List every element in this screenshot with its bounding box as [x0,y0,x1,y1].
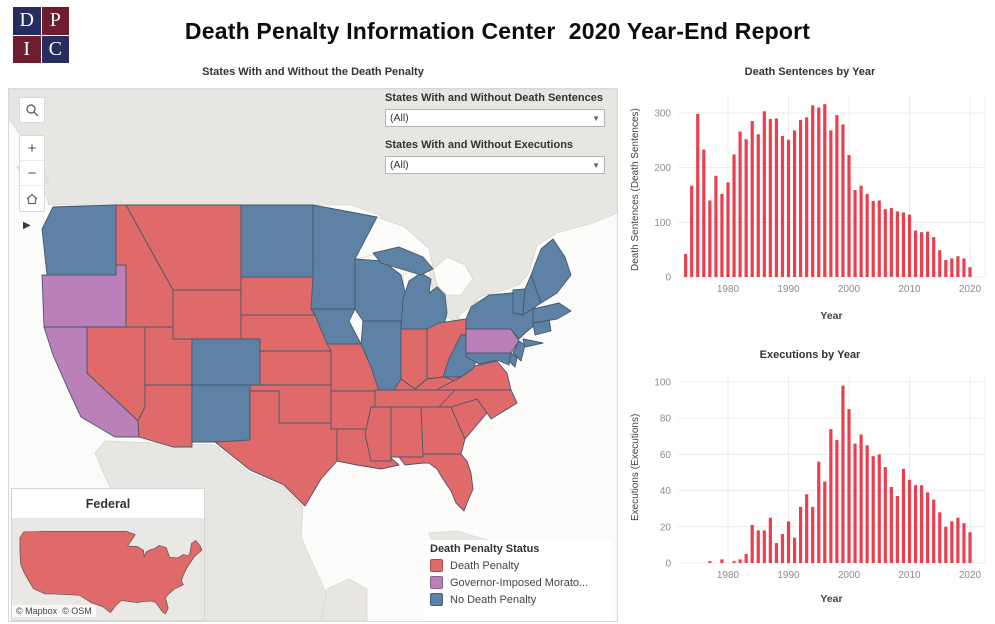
svg-text:2010: 2010 [898,570,921,581]
svg-text:2000: 2000 [838,570,861,581]
svg-text:2020: 2020 [959,284,982,295]
filter-death-sentences-dropdown[interactable]: (All) ▼ [385,109,605,127]
svg-text:1990: 1990 [777,570,800,581]
executions-x-axis-title: Year [820,593,843,605]
federal-us-silhouette[interactable] [12,519,204,619]
svg-text:2010: 2010 [898,284,921,295]
zoom-in-button[interactable]: + [20,136,44,161]
legend-label: No Death Penalty [450,593,537,606]
home-button[interactable] [20,186,44,211]
toolbar-expand-arrow[interactable]: ▶ [23,219,31,231]
map-title: States With and Without the Death Penalt… [202,66,424,78]
logo-letter-d: D [13,7,41,35]
logo-letter-c: C [41,35,69,63]
page-title: Death Penalty Information Center 2020 Ye… [184,18,811,44]
legend-label: Governor-Imposed Morato... [450,576,589,589]
state-shapes[interactable] [41,204,572,512]
filter-death-sentences: States With and Without Death Sentences … [385,92,605,127]
search-icon [26,104,39,117]
svg-text:100: 100 [654,218,671,229]
executions-bar-chart[interactable]: 0 20 40 60 80 100 1980 1990 2000 2010 2020 [628,345,992,587]
logo-letter-p: P [41,7,69,35]
legend-swatch-purple [430,576,443,589]
lake-huron [432,256,474,296]
map-panel: + − ▶ Federal © Mapbox © OSM [8,88,618,622]
svg-text:0: 0 [665,559,671,570]
filter-executions-label: States With and Without Executions [385,139,574,151]
federal-inset-map: Federal © Mapbox © OSM [11,488,205,621]
filter-executions-value: (All) [390,159,409,171]
legend-title: Death Penalty Status [430,543,540,555]
legend-swatch-blue [430,593,443,606]
chevron-down-icon: ▼ [592,160,600,170]
svg-text:80: 80 [660,414,672,425]
svg-text:0: 0 [665,273,671,284]
svg-text:300: 300 [654,108,671,119]
svg-text:1980: 1980 [717,284,740,295]
federal-inset-title: Federal [12,489,204,519]
legend-item-moratorium[interactable]: Governor-Imposed Morato... [430,576,606,589]
death-sentences-chart-title: Death Sentences by Year [744,66,876,78]
map-zoom-toolbar: + − [19,135,45,212]
svg-text:1980: 1980 [717,570,740,581]
svg-text:2020: 2020 [959,570,982,581]
legend-label: Death Penalty [450,559,520,572]
filter-death-sentences-value: (All) [390,112,409,124]
filter-death-sentences-label: States With and Without Death Sentences [385,92,603,104]
map-search-button[interactable] [19,97,45,123]
map-attribution: © Mapbox © OSM [12,605,96,617]
chevron-down-icon: ▼ [592,113,600,123]
zoom-out-button[interactable]: − [20,161,44,186]
svg-text:200: 200 [654,163,671,174]
svg-text:20: 20 [660,522,672,533]
logo-letter-i: I [13,35,41,63]
death-sentences-x-axis-title: Year [820,310,843,322]
death-penalty-status-legend: Death Penalty Status Death Penalty Gover… [424,540,612,620]
dpic-logo: D P I C [13,7,69,63]
svg-text:2000: 2000 [838,284,861,295]
svg-text:100: 100 [654,378,671,389]
legend-swatch-red [430,559,443,572]
home-icon [26,193,38,204]
legend-item-no-death-penalty[interactable]: No Death Penalty [430,593,606,606]
yucatan [320,578,368,621]
filter-executions-dropdown[interactable]: (All) ▼ [385,156,605,174]
executions-chart-title: Executions by Year [759,349,861,361]
filter-executions: States With and Without Executions (All)… [385,139,605,174]
svg-text:60: 60 [660,450,672,461]
svg-text:1990: 1990 [777,284,800,295]
legend-item-death-penalty[interactable]: Death Penalty [430,559,606,572]
death-sentences-bar-chart[interactable]: 0 100 200 300 1980 1990 2000 2010 2020 [628,84,992,302]
svg-text:40: 40 [660,486,672,497]
